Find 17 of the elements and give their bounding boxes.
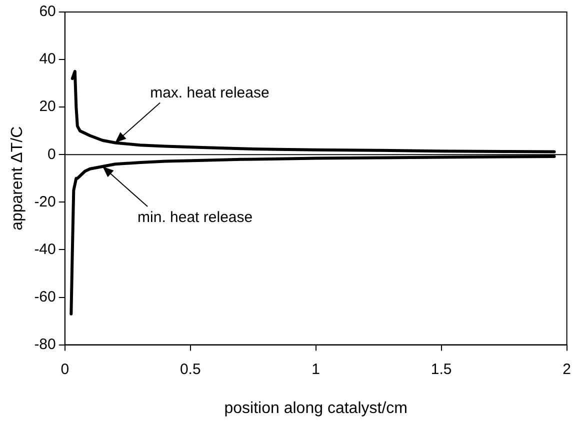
y-tick-label: -80 [34, 336, 56, 353]
y-tick-label: -60 [34, 288, 56, 306]
x-tick-label: 0 [60, 360, 70, 378]
annotation: max. heat release [150, 84, 270, 102]
y-tick-label: 40 [39, 50, 56, 68]
x-tick-label: 0.5 [180, 360, 201, 378]
x-tick-label: 1 [312, 360, 320, 378]
annotation: min. heat release [138, 209, 253, 226]
y-tick-label: -20 [34, 193, 56, 210]
y-tick-label: 60 [39, 3, 56, 20]
x-axis-title: position along catalyst/cm [224, 400, 408, 417]
x-tick-label: 2 [562, 360, 571, 378]
y-axis-title: apparent ΔT/C [9, 126, 26, 230]
y-tick-label: 20 [39, 98, 56, 116]
x-tick-label: 1.5 [430, 360, 452, 378]
y-tick-label: -40 [34, 240, 56, 258]
y-tick-label: 0 [48, 146, 56, 163]
